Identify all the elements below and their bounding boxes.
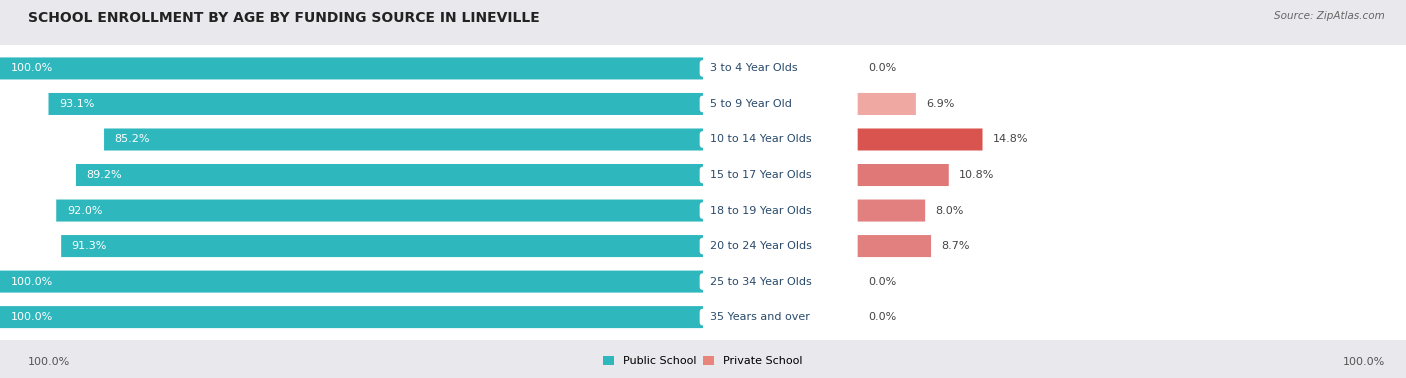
FancyBboxPatch shape: [0, 283, 1406, 351]
FancyBboxPatch shape: [0, 248, 1406, 316]
FancyBboxPatch shape: [49, 93, 703, 115]
Text: 14.8%: 14.8%: [993, 135, 1029, 144]
Text: 20 to 24 Year Olds: 20 to 24 Year Olds: [703, 241, 818, 251]
Text: 25 to 34 Year Olds: 25 to 34 Year Olds: [703, 277, 818, 287]
FancyBboxPatch shape: [0, 306, 703, 328]
FancyBboxPatch shape: [0, 105, 1406, 174]
Text: 92.0%: 92.0%: [66, 206, 103, 215]
Text: 18 to 19 Year Olds: 18 to 19 Year Olds: [703, 206, 818, 215]
Text: 85.2%: 85.2%: [114, 135, 150, 144]
Text: 0.0%: 0.0%: [869, 64, 897, 73]
Text: 0.0%: 0.0%: [869, 277, 897, 287]
Text: 8.0%: 8.0%: [936, 206, 965, 215]
FancyBboxPatch shape: [858, 93, 915, 115]
FancyBboxPatch shape: [56, 200, 703, 222]
Text: 10.8%: 10.8%: [959, 170, 994, 180]
Text: 5 to 9 Year Old: 5 to 9 Year Old: [703, 99, 799, 109]
FancyBboxPatch shape: [76, 164, 703, 186]
Text: 6.9%: 6.9%: [927, 99, 955, 109]
Text: 100.0%: 100.0%: [1343, 357, 1385, 367]
Text: 0.0%: 0.0%: [869, 312, 897, 322]
FancyBboxPatch shape: [0, 141, 1406, 209]
Text: 100.0%: 100.0%: [10, 64, 53, 73]
FancyBboxPatch shape: [858, 164, 949, 186]
Text: SCHOOL ENROLLMENT BY AGE BY FUNDING SOURCE IN LINEVILLE: SCHOOL ENROLLMENT BY AGE BY FUNDING SOUR…: [28, 11, 540, 25]
Text: 93.1%: 93.1%: [59, 99, 94, 109]
FancyBboxPatch shape: [0, 70, 1406, 138]
FancyBboxPatch shape: [0, 271, 703, 293]
Text: 35 Years and over: 35 Years and over: [703, 312, 817, 322]
FancyBboxPatch shape: [0, 177, 1406, 245]
FancyBboxPatch shape: [104, 129, 703, 150]
FancyBboxPatch shape: [858, 200, 925, 222]
Text: Source: ZipAtlas.com: Source: ZipAtlas.com: [1274, 11, 1385, 21]
FancyBboxPatch shape: [60, 235, 703, 257]
FancyBboxPatch shape: [0, 34, 1406, 102]
Text: 100.0%: 100.0%: [10, 312, 53, 322]
Text: 8.7%: 8.7%: [942, 241, 970, 251]
Text: 3 to 4 Year Olds: 3 to 4 Year Olds: [703, 64, 804, 73]
FancyBboxPatch shape: [858, 129, 983, 150]
Text: 100.0%: 100.0%: [28, 357, 70, 367]
Text: 89.2%: 89.2%: [86, 170, 122, 180]
Legend: Public School, Private School: Public School, Private School: [600, 354, 806, 369]
Text: 91.3%: 91.3%: [72, 241, 107, 251]
Text: 10 to 14 Year Olds: 10 to 14 Year Olds: [703, 135, 818, 144]
FancyBboxPatch shape: [0, 212, 1406, 280]
Text: 15 to 17 Year Olds: 15 to 17 Year Olds: [703, 170, 818, 180]
FancyBboxPatch shape: [0, 57, 703, 79]
Text: 100.0%: 100.0%: [10, 277, 53, 287]
FancyBboxPatch shape: [858, 235, 931, 257]
